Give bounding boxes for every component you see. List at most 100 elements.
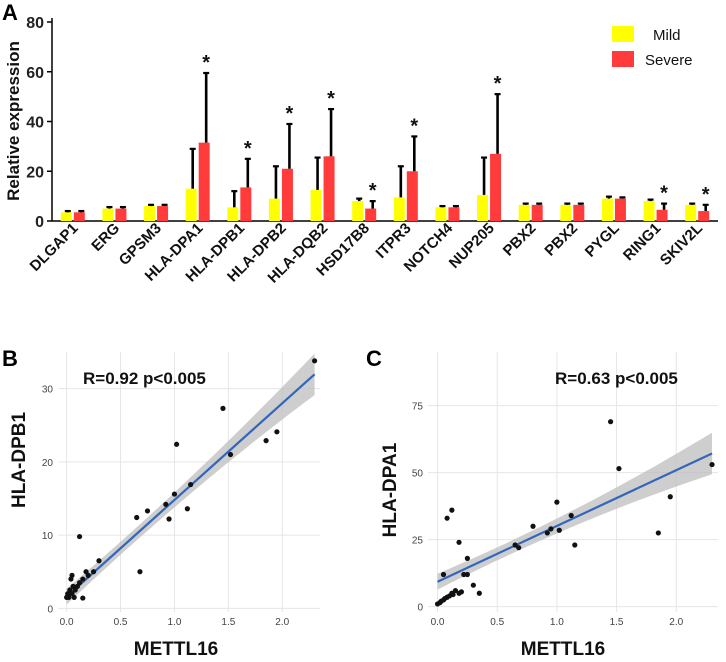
- bar-mild: [643, 201, 655, 221]
- legend-mild-swatch: [612, 26, 634, 42]
- bar-mild: [185, 188, 197, 221]
- bar-severe: [157, 206, 169, 221]
- data-point: [171, 491, 178, 497]
- bar-category-label: PBX2: [541, 220, 581, 260]
- bar-severe: [365, 208, 377, 221]
- bar-category-label: PYGL: [582, 220, 623, 261]
- bar-mild: [560, 204, 572, 221]
- panel-letter-c: C: [366, 346, 382, 371]
- data-point: [458, 589, 465, 595]
- data-point: [470, 582, 476, 588]
- data-point: [530, 523, 536, 529]
- bar-severe: [240, 187, 252, 221]
- bar-severe: [573, 204, 585, 221]
- bar-severe: [490, 153, 502, 221]
- data-point: [263, 438, 269, 444]
- data-point: [227, 451, 234, 458]
- bar-severe: [656, 209, 668, 221]
- bar-category-label: NUP205: [446, 220, 498, 272]
- scatter-x-tick-label: 0.0: [60, 617, 74, 628]
- data-point: [66, 594, 72, 600]
- bar-y-tick-label: 20: [26, 164, 44, 181]
- bar-y-tick-label: 0: [35, 214, 44, 231]
- data-point: [464, 555, 470, 561]
- scatter-x-tick-label: 2.0: [275, 617, 289, 628]
- data-point: [134, 514, 140, 521]
- bar-mild: [352, 201, 364, 221]
- scatter-y-tick-label: 0: [417, 603, 423, 614]
- data-point: [137, 569, 143, 575]
- scatter-b-annotation: R=0.92 p<0.005: [83, 369, 206, 388]
- bar-mild: [144, 206, 156, 221]
- data-point: [90, 569, 97, 575]
- scatter-x-tick-label: 1.0: [167, 617, 181, 628]
- scatter-y-tick-label: 75: [412, 402, 424, 413]
- bar-y-tick-label: 40: [26, 115, 44, 132]
- bar-severe: [323, 156, 335, 221]
- bar-legend: Mild Severe: [612, 26, 693, 69]
- data-point: [444, 515, 450, 521]
- scatter-y-tick-label: 0: [47, 604, 53, 615]
- data-point: [450, 591, 456, 598]
- scatter-c-x-title: METTL16: [521, 639, 605, 660]
- scatter-y-tick-label: 10: [42, 531, 54, 542]
- data-point: [655, 530, 661, 536]
- legend-severe-label: Severe: [645, 52, 693, 69]
- significance-star: *: [369, 180, 377, 202]
- scatter-x-tick-label: 1.0: [550, 617, 564, 628]
- bar-severe: [614, 198, 626, 221]
- data-point: [163, 501, 169, 507]
- bar-y-tick-label: 80: [26, 15, 44, 32]
- scatter-y-tick-label: 50: [412, 469, 424, 480]
- data-point: [449, 507, 455, 513]
- regression-line: [437, 452, 713, 583]
- data-point: [71, 594, 77, 600]
- data-point: [174, 441, 180, 447]
- data-point: [76, 533, 83, 540]
- scatter-x-tick-label: 2.0: [669, 617, 683, 628]
- data-point: [166, 516, 172, 522]
- data-point: [69, 572, 75, 578]
- data-point: [572, 542, 578, 548]
- data-point: [452, 587, 459, 594]
- bar-severe: [448, 207, 460, 221]
- significance-star: *: [410, 115, 418, 137]
- bar-mild: [685, 204, 697, 221]
- data-point: [76, 580, 83, 586]
- bar-severe: [406, 171, 418, 221]
- scatter-x-tick-label: 1.5: [610, 617, 624, 628]
- data-point: [456, 539, 462, 545]
- significance-star: *: [286, 103, 294, 125]
- data-point: [144, 508, 151, 514]
- bar-severe: [115, 208, 127, 221]
- data-point: [80, 576, 86, 582]
- data-point: [464, 571, 470, 578]
- data-point: [312, 358, 318, 364]
- significance-star: *: [660, 183, 668, 205]
- data-point: [184, 506, 190, 512]
- data-point: [709, 461, 715, 468]
- bar-mild: [601, 198, 613, 221]
- data-point: [544, 530, 550, 536]
- scatter-b: 0 10 20 30 0.0 0.5 1.0 1.5 2.0: [42, 352, 320, 628]
- data-point: [616, 465, 622, 472]
- data-point: [476, 590, 482, 596]
- scatter-y-tick-label: 30: [42, 385, 54, 396]
- scatter-x-tick-label: 0.0: [431, 617, 445, 628]
- data-point: [96, 558, 102, 564]
- legend-severe-swatch: [612, 51, 634, 67]
- data-point: [188, 481, 194, 488]
- bar-mild: [435, 207, 447, 221]
- scatter-y-tick-label: 25: [412, 536, 424, 547]
- data-point: [607, 419, 614, 425]
- scatter-x-tick-label: 0.5: [490, 617, 504, 628]
- data-point: [85, 572, 91, 578]
- scatter-c-y-title: HLA-DPA1: [380, 442, 401, 537]
- data-point: [548, 526, 554, 532]
- bar-mild: [518, 204, 530, 221]
- bar-category-label: SKIV2L: [657, 220, 706, 269]
- data-point: [440, 571, 447, 578]
- legend-mild-label: Mild: [653, 27, 681, 44]
- scatter-c-annotation: R=0.63 p<0.005: [555, 369, 678, 388]
